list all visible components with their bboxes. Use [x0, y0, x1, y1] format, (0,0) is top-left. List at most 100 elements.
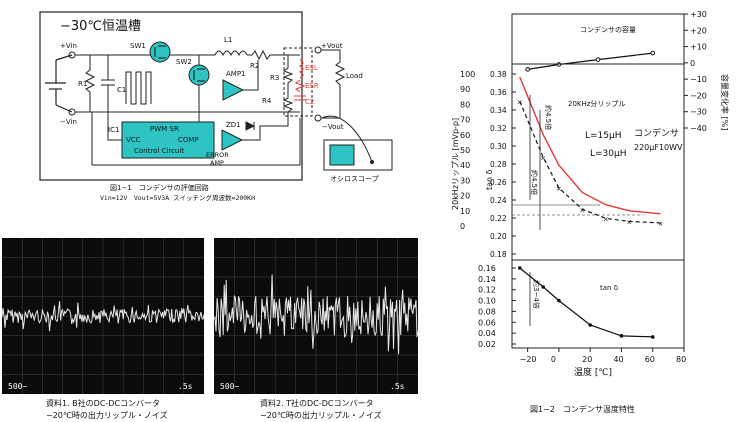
- circuit-caption-1: 図1−1 コンデンサの評価回路: [110, 183, 209, 192]
- tan-panel-left-ticks: 0.16 0.14 0.12 0.100.08 0.06 0.04 0.02: [478, 264, 516, 349]
- tan-point: [541, 285, 546, 289]
- ripple-tick-label: 90: [460, 85, 470, 94]
- ripple-series-l30: [519, 101, 661, 224]
- tan-point: [619, 334, 624, 338]
- x-tick-label: 60: [645, 355, 655, 364]
- sw1-mosfet-icon: [149, 41, 171, 63]
- oscilloscope-label: オシロスコープ: [330, 175, 379, 183]
- scope-2-right-label: .5s: [390, 382, 405, 391]
- x-axis-label: 温度 [℃]: [574, 366, 612, 378]
- x-tick-label: 40: [613, 355, 623, 364]
- tan-panel-tick-label: 0.10: [478, 297, 496, 306]
- sw1-label: SW1: [130, 42, 146, 50]
- tan-series-line: [519, 267, 653, 338]
- temperature-chart: コンデンサの容量 +30 +20 +10 0 −10 −20 −30 −40 容量変化率 [%…: [451, 10, 730, 414]
- tan-panel-tick-label: 0.16: [478, 264, 496, 273]
- error-amp-opamp: [221, 129, 244, 151]
- ripple-tick-label: 20: [460, 192, 470, 201]
- tan-tick-label: 0.26: [490, 178, 507, 187]
- switching-waveform: [125, 71, 152, 105]
- ripple-point-marker: ×: [626, 218, 632, 226]
- c2-label: C2: [305, 98, 314, 106]
- circuit-caption-2: Vin=12V Vout=5V3A スイッチング周波数=200KH: [100, 193, 255, 202]
- tan-tick-label: 0.28: [490, 160, 507, 169]
- ripple-point-marker: ×: [556, 185, 562, 193]
- ratio-annotation-1: 約4.5倍: [544, 105, 553, 130]
- capacitor-label-2: 220μF10WV: [634, 143, 683, 152]
- vout-minus-terminal: [314, 114, 322, 122]
- amp1-label: AMP1: [226, 70, 246, 78]
- tan-panel-frame: [511, 259, 685, 349]
- ripple-series-l15: [519, 76, 661, 215]
- scope-photo-2: 500~ .5s 資料2. T社のDC-DCコンバータ −20℃時の出力リップル…: [213, 238, 419, 420]
- battery-symbol: [45, 54, 73, 113]
- tan-point: [588, 323, 592, 327]
- r1-label: R1: [78, 80, 87, 88]
- load-label: Load: [346, 72, 363, 80]
- ripple-point-marker: ×: [603, 215, 609, 223]
- error-amp-label-1: ERROR: [206, 151, 229, 159]
- cap-point: [595, 57, 601, 62]
- tan-tick-label: 0.22: [490, 214, 507, 223]
- scope-1-caption-1: 資料1. B社のDC-DCコンバータ: [46, 398, 160, 408]
- cap-tick-label: +10: [690, 43, 707, 52]
- tan-tick-label: 0.20: [490, 232, 507, 241]
- capacitance-panel-frame: [511, 13, 685, 65]
- esr-label: ESR: [305, 82, 319, 90]
- scope-1-left-label: 500~: [8, 382, 27, 391]
- x-tick-label: 80: [676, 355, 686, 364]
- circuit-diagram: −30℃恒温槽 +Vin −Vin R1 C1: [39, 11, 393, 202]
- r4-label: R4: [262, 97, 272, 105]
- zd1-label: ZD1: [226, 121, 241, 129]
- series-label-l15: L=15μH: [585, 131, 622, 141]
- tan-panel-tick-label: 0.12: [478, 286, 496, 295]
- cap-tick-label: +20: [690, 26, 707, 35]
- tan-tick-label: 0.18: [490, 250, 507, 259]
- cap-tick-label: −30: [690, 108, 707, 117]
- ripple-point-marker: ×: [517, 98, 523, 106]
- cap-point: [525, 67, 530, 72]
- esl-label: ESL: [305, 64, 318, 72]
- tan-point: [518, 266, 522, 270]
- ripple-title: 20KHz分リップル: [568, 99, 625, 108]
- pwm-sr-label: PWM SR: [150, 125, 179, 133]
- vout-minus-label: −Vout: [322, 123, 344, 131]
- chamber-title: −30℃恒温槽: [60, 19, 141, 34]
- scope-photo-1: 500~ .5s 資料1. B社のDC-DCコンバータ −20℃時の出力リップル…: [1, 238, 205, 420]
- ratio-annotation-2: 約4.5倍: [530, 170, 539, 195]
- amp1-opamp: [222, 79, 245, 101]
- cap-tick-label: 0: [690, 59, 695, 68]
- ripple-tick-label: 100: [460, 70, 475, 79]
- tan-point: [557, 298, 561, 303]
- capacitance-title: コンデンサの容量: [580, 25, 636, 34]
- r1-resistor: [84, 55, 96, 112]
- esr-resistor: [294, 79, 306, 93]
- c2-capacitor: [294, 95, 306, 101]
- tan-tick-label: 0.36: [490, 88, 507, 97]
- capacitance-series-line: [527, 52, 653, 70]
- capacitance-right-ticks: +30 +20 +10 0 −10 −20 −30 −40: [684, 10, 707, 133]
- tan-tick-label: 0.32: [490, 124, 507, 133]
- error-amp-label-2: AMP: [210, 159, 224, 167]
- x-tick-label: −20: [520, 355, 537, 364]
- tan-tick-label: 0.34: [490, 106, 507, 115]
- tan-tick-label: 0.24: [490, 196, 507, 205]
- ripple-tick-label: 70: [460, 116, 470, 125]
- ripple-left-axis-label: 20kHzリップル [mVp-p]: [451, 118, 460, 210]
- probe-cable: [321, 115, 373, 163]
- scope-trace-1: [1, 301, 205, 332]
- tan-panel-tick-label: 0.06: [478, 318, 496, 327]
- esl-inductor: [298, 59, 304, 79]
- scope-trace-2: [213, 274, 419, 355]
- vin-plus-label: +Vin: [60, 42, 77, 50]
- ripple-tick-label: 30: [460, 176, 470, 185]
- vin-minus-label: −Vin: [60, 118, 77, 126]
- x-tick-label: 20: [582, 355, 592, 364]
- tan-point: [650, 335, 655, 339]
- ripple-point-marker: ×: [540, 155, 546, 163]
- ripple-tick-label: 0: [460, 222, 465, 231]
- ripple-point-marker: ×: [579, 206, 585, 214]
- comp-label: COMP: [178, 136, 199, 144]
